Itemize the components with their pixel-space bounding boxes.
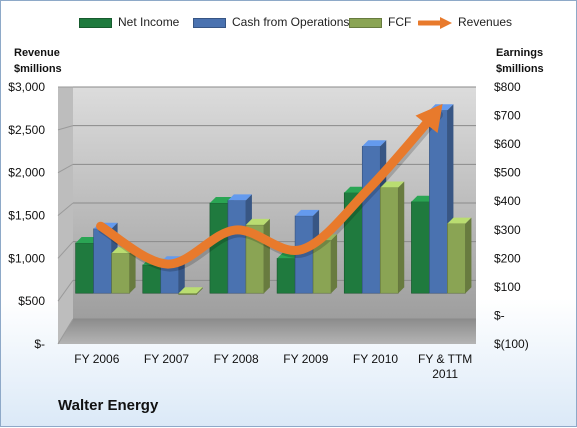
bar-top: [295, 209, 320, 216]
left-tick-label: $1,500: [8, 209, 45, 223]
plot-floor: [58, 319, 476, 344]
legend-item-revenues: Revenues: [418, 15, 512, 29]
bar-top: [380, 181, 405, 188]
legend-arrow-icon: [418, 16, 452, 29]
bar-top: [447, 217, 472, 224]
category-label: FY 2008: [214, 352, 259, 366]
category-label: FY 2006: [74, 352, 119, 366]
left-tick-label: $3,000: [8, 80, 45, 94]
right-tick-label: $800: [494, 80, 521, 94]
category-label: FY 2007: [144, 352, 189, 366]
right-axis-title: Earnings $millions: [496, 45, 544, 77]
bar-top: [227, 194, 252, 201]
bar-cash-from-operations: [429, 109, 448, 294]
category-label: FY & TTM: [418, 352, 472, 366]
legend-swatch-net-income: [79, 17, 112, 28]
left-axis-title-line-1: Revenue: [14, 47, 60, 59]
right-tick-label: $100: [494, 280, 521, 294]
gridline-side: [57, 202, 74, 216]
right-tick-label: $500: [494, 166, 521, 180]
bar-side: [129, 247, 136, 294]
legend-swatch-cash-from-operations: [193, 17, 226, 28]
bar-side: [331, 234, 338, 294]
right-tick-label: $-: [494, 308, 505, 322]
bar-fcf: [379, 187, 399, 294]
left-tick-label: $2,000: [8, 166, 45, 180]
bar-net-income: [411, 201, 430, 294]
left-tick-label: $500: [18, 294, 45, 308]
right-tick-label: $(100): [494, 337, 529, 351]
right-axis-title-line-2: $millions: [496, 63, 544, 75]
legend: Net Income Cash from Operations FCF Reve…: [1, 15, 577, 33]
left-tick-label: $1,000: [8, 251, 45, 265]
right-tick-label: $200: [494, 251, 521, 265]
legend-swatch-fcf: [349, 17, 382, 28]
bar-cash-from-operations: [227, 200, 247, 294]
bar-fcf: [447, 223, 466, 294]
legend-label-net-income: Net Income: [118, 15, 180, 29]
legend-label-fcf: FCF: [388, 15, 412, 29]
left-tick-label: $2,500: [8, 123, 45, 137]
company-name: Walter Energy: [58, 397, 159, 414]
category-label: FY 2010: [353, 352, 398, 366]
bar-fcf: [178, 292, 198, 295]
right-tick-label: $300: [494, 223, 521, 237]
bar-net-income: [276, 258, 296, 294]
left-axis-title: Revenue $millions: [14, 45, 62, 77]
legend-item-cash-from-operations: Cash from Operations: [193, 15, 349, 29]
gridline-side: [57, 280, 74, 302]
gridline-side: [57, 318, 74, 345]
bar-cash-from-operations: [361, 145, 381, 294]
bar-side: [196, 287, 203, 295]
bar-top: [362, 140, 387, 147]
legend-label-revenues: Revenues: [458, 15, 513, 29]
bar-top: [245, 218, 270, 225]
left-tick-label: $-: [34, 337, 45, 351]
gridline-side: [57, 163, 74, 174]
bar-side: [263, 218, 270, 294]
legend-item-fcf: FCF: [349, 15, 411, 29]
legend-item-net-income: Net Income: [79, 15, 179, 29]
legend-label-cash-from-operations: Cash from Operations: [232, 15, 350, 29]
right-tick-label: $600: [494, 137, 521, 151]
category-label: 2011: [432, 367, 458, 381]
bar-net-income: [75, 242, 94, 294]
gridline-side: [57, 125, 74, 131]
right-axis-title-line-1: Earnings: [496, 47, 544, 59]
bar-fcf: [111, 252, 130, 294]
right-tick-label: $400: [494, 194, 521, 208]
revenue-line: [96, 107, 441, 269]
left-axis-title-line-2: $millions: [14, 63, 62, 75]
right-tick-label: $700: [494, 109, 521, 123]
bar-side: [398, 181, 405, 294]
gridline-side: [57, 241, 74, 259]
plot-side-wall: [58, 87, 73, 344]
category-label: FY 2009: [283, 352, 328, 366]
bar-side: [465, 217, 472, 294]
revenue-arrowhead: [415, 103, 443, 133]
bar-top: [178, 287, 203, 294]
